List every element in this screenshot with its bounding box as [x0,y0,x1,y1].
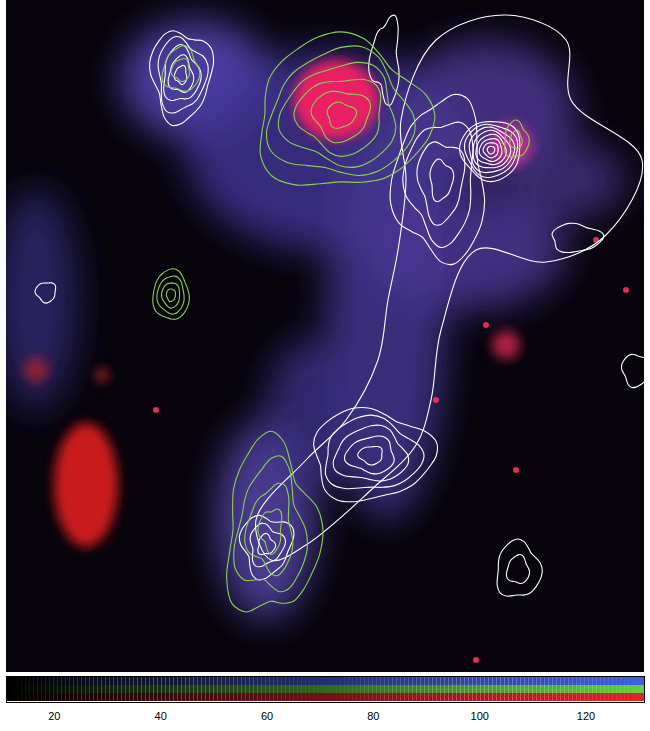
svg-text:80: 80 [367,710,379,722]
svg-text:120: 120 [577,710,595,722]
svg-text:60: 60 [261,710,273,722]
svg-text:40: 40 [155,710,167,722]
svg-text:100: 100 [471,710,489,722]
svg-text:20: 20 [48,710,60,722]
